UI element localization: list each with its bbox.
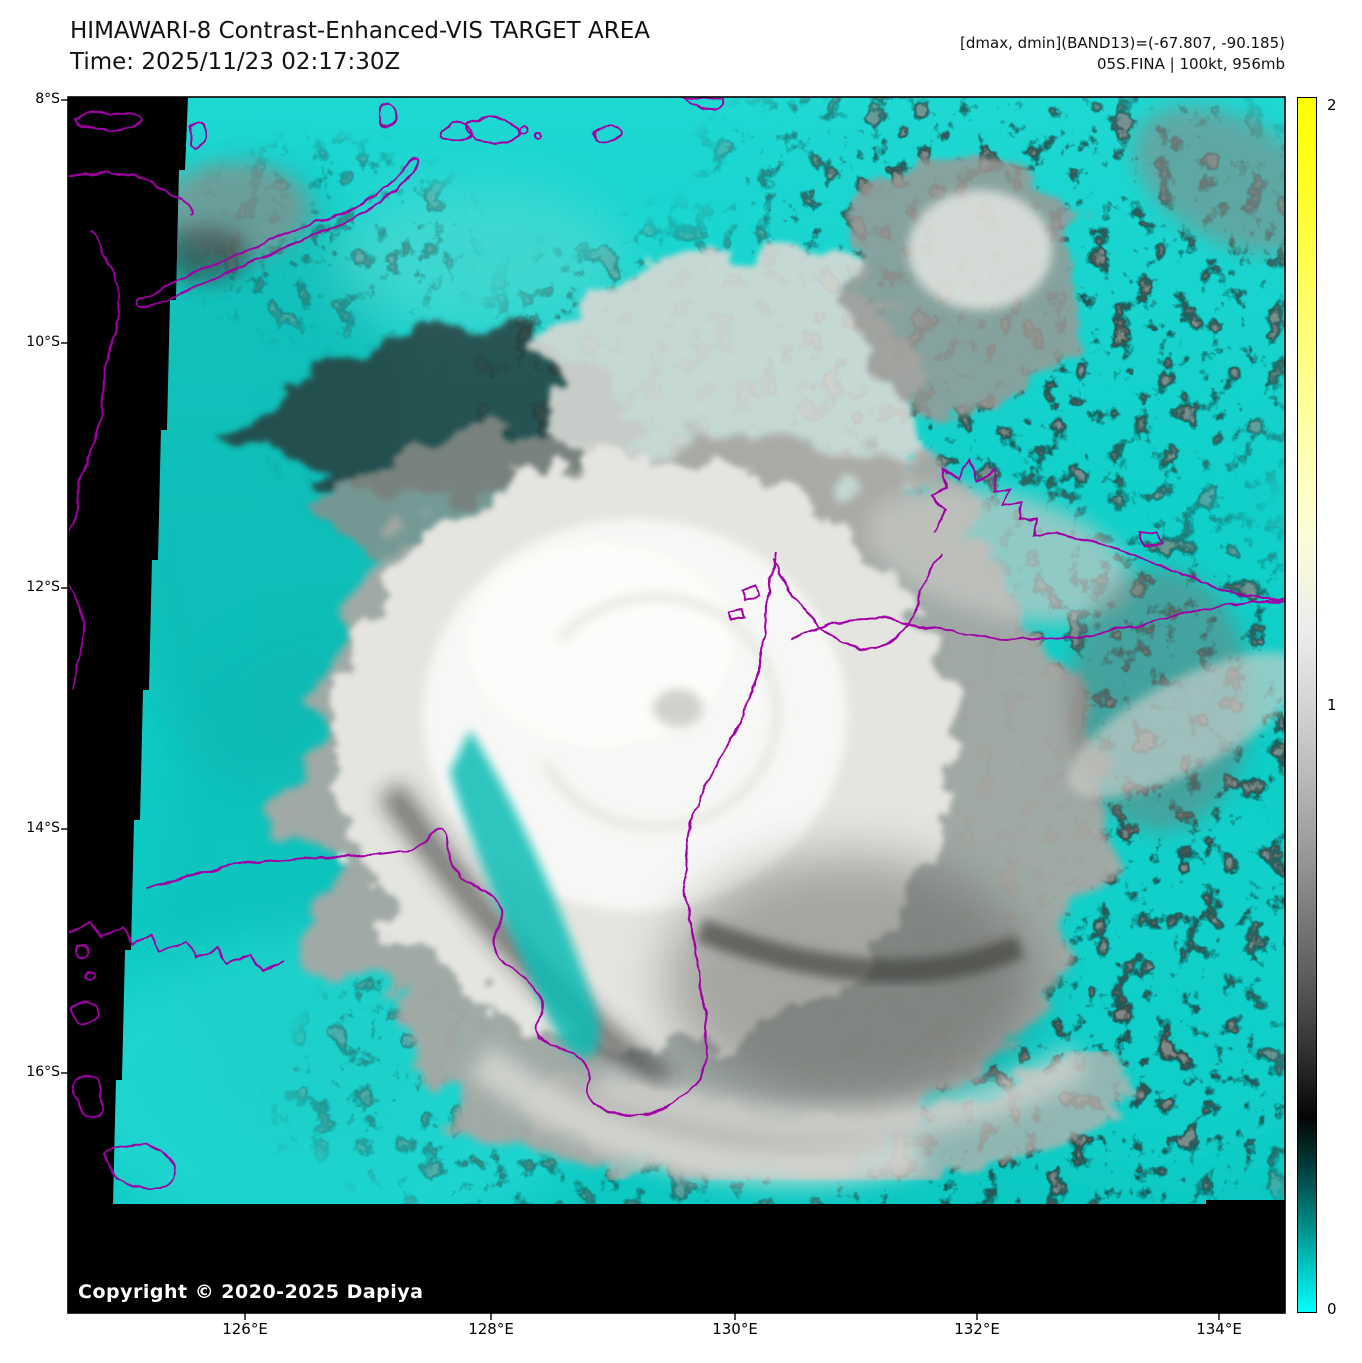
band-stats: [dmax, dmin](BAND13)=(-67.807, -90.185) [960, 34, 1285, 52]
page-title: HIMAWARI-8 Contrast-Enhanced-VIS TARGET … [70, 18, 651, 44]
lon-tick-126e: 126°E [222, 1320, 268, 1338]
colorbar-tick-2: 2 [1327, 96, 1337, 114]
lon-tick-132e: 132°E [954, 1320, 1000, 1338]
colorbar-tick-0: 0 [1327, 1300, 1337, 1318]
lat-tick-16s: 16°S [26, 1064, 60, 1080]
satellite-data-region [113, 97, 1285, 1204]
info-block: [dmax, dmin](BAND13)=(-67.807, -90.185) … [960, 33, 1285, 75]
lon-tick-130e: 130°E [712, 1320, 758, 1338]
copyright-notice: Copyright © 2020-2025 Dapiya [78, 1281, 424, 1303]
cyclone-eye-dimple [653, 689, 703, 727]
colorbar-tick-1: 1 [1327, 696, 1337, 714]
lat-tick-12s: 12°S [26, 579, 60, 595]
lon-tick-134e: 134°E [1196, 1320, 1242, 1338]
lon-tick-128e: 128°E [468, 1320, 514, 1338]
header-block: HIMAWARI-8 Contrast-Enhanced-VIS TARGET … [70, 16, 650, 78]
coastlines-layer [68, 97, 1285, 1192]
teal-channel [450, 730, 600, 1058]
coastline-kimberley-west [144, 829, 708, 1116]
coastline-kimberley-east [930, 459, 1285, 602]
colorbar [1297, 97, 1317, 1313]
lat-tick-8s: 8°S [35, 91, 60, 107]
timestamp: Time: 2025/11/23 02:17:30Z [70, 49, 401, 75]
lat-tick-10s: 10°S [26, 334, 60, 350]
lat-tick-14s: 14°S [26, 820, 60, 836]
coastline-gulf [684, 551, 777, 976]
storm-id-intensity: 05S.FINA | 100kt, 956mb [1097, 55, 1285, 73]
map-frame [67, 96, 1286, 1314]
coastline-timor [135, 156, 418, 311]
axis-ticks [61, 99, 1220, 1320]
